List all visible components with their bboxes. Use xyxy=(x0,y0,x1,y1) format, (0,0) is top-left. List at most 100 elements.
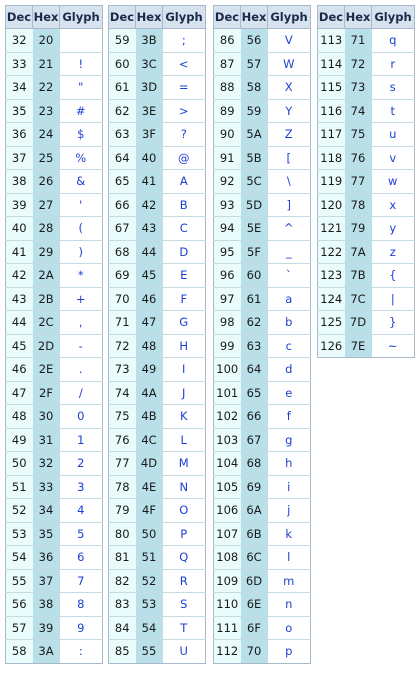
hex-cell: 78 xyxy=(344,192,372,217)
glyph-cell: z xyxy=(371,239,415,264)
table-row: 65 41 A xyxy=(108,169,206,194)
table-row: 44 2C, xyxy=(5,310,103,335)
table-row: 49 31 1 xyxy=(5,427,103,452)
glyph-cell: ! xyxy=(59,51,103,76)
hex-cell: 44 xyxy=(135,239,163,264)
dec-cell: 107 xyxy=(213,521,241,546)
hex-cell: 57 xyxy=(240,51,268,76)
table-row: 47 2F / xyxy=(5,380,103,405)
table-row: 103 67 g xyxy=(213,427,311,452)
table-row: 89 59 Y xyxy=(213,98,311,123)
dec-cell: 49 xyxy=(5,427,33,452)
hex-cell: 66 xyxy=(240,404,268,429)
table-row: 96 60 ` xyxy=(213,263,311,288)
table-row: 82 52 R xyxy=(108,568,206,593)
table-row: 33 21! xyxy=(5,51,103,76)
glyph-cell: e xyxy=(267,380,311,405)
hex-cell: 48 xyxy=(135,333,163,358)
hex-cell: 24 xyxy=(32,122,60,147)
glyph-cell: , xyxy=(59,310,103,335)
header-hex: Hex xyxy=(32,5,60,29)
table-row: 111 6F o xyxy=(213,615,311,640)
header-hex: Hex xyxy=(135,5,163,29)
hex-cell: 7A xyxy=(344,239,372,264)
table-row: 66 42 B xyxy=(108,192,206,217)
glyph-cell: m xyxy=(267,568,311,593)
glyph-cell: > xyxy=(162,98,206,123)
glyph-cell: U xyxy=(162,639,206,664)
hex-cell: 42 xyxy=(135,192,163,217)
glyph-cell: Z xyxy=(267,122,311,147)
dec-cell: 41 xyxy=(5,239,33,264)
dec-cell: 106 xyxy=(213,498,241,523)
table-row: 54 36 6 xyxy=(5,545,103,570)
hex-cell: 60 xyxy=(240,263,268,288)
dec-cell: 58 xyxy=(5,639,33,664)
hex-cell: 28 xyxy=(32,216,60,241)
hex-cell: 49 xyxy=(135,357,163,382)
table-row: 116 74 t xyxy=(317,98,415,123)
hex-cell: 7B xyxy=(344,263,372,288)
glyph-cell: ( xyxy=(59,216,103,241)
table-row: 121 79 y xyxy=(317,216,415,241)
table-row: 67 43 C xyxy=(108,216,206,241)
hex-cell: 3E xyxy=(135,98,163,123)
table-row: 122 7A z xyxy=(317,239,415,264)
table-row: 72 48 H xyxy=(108,333,206,358)
hex-cell: 30 xyxy=(32,404,60,429)
hex-cell: 46 xyxy=(135,286,163,311)
table-row: 32 20 xyxy=(5,28,103,53)
dec-cell: 76 xyxy=(108,427,136,452)
hex-cell: 36 xyxy=(32,545,60,570)
table-row: 109 6D m xyxy=(213,568,311,593)
dec-cell: 50 xyxy=(5,451,33,476)
hex-cell: 54 xyxy=(135,615,163,640)
dec-cell: 77 xyxy=(108,451,136,476)
glyph-cell: X xyxy=(267,75,311,100)
hex-cell: 62 xyxy=(240,310,268,335)
glyph-cell: 0 xyxy=(59,404,103,429)
dec-cell: 48 xyxy=(5,404,33,429)
hex-cell: 5E xyxy=(240,216,268,241)
hex-cell: 75 xyxy=(344,122,372,147)
table-row: 87 57 W xyxy=(213,51,311,76)
dec-cell: 118 xyxy=(317,145,345,170)
table-row: 91 5B[ xyxy=(213,145,311,170)
table-row: 71 47 G xyxy=(108,310,206,335)
hex-cell: 27 xyxy=(32,192,60,217)
glyph-cell: # xyxy=(59,98,103,123)
glyph-cell: _ xyxy=(267,239,311,264)
table-row: 102 66 f xyxy=(213,404,311,429)
hex-cell: 3F xyxy=(135,122,163,147)
glyph-cell: n xyxy=(267,592,311,617)
table-row: 48 30 0 xyxy=(5,404,103,429)
dec-cell: 101 xyxy=(213,380,241,405)
header-glyph: Glyph xyxy=(162,5,206,29)
glyph-cell: < xyxy=(162,51,206,76)
glyph-cell: k xyxy=(267,521,311,546)
dec-cell: 92 xyxy=(213,169,241,194)
glyph-cell: ; xyxy=(162,28,206,53)
header-hex: Hex xyxy=(344,5,372,29)
table-row: 112 70 p xyxy=(213,639,311,664)
dec-cell: 72 xyxy=(108,333,136,358)
glyph-cell: 6 xyxy=(59,545,103,570)
hex-cell: 6E xyxy=(240,592,268,617)
glyph-cell: $ xyxy=(59,122,103,147)
table-row: 78 4E N xyxy=(108,474,206,499)
dec-cell: 43 xyxy=(5,286,33,311)
hex-cell: 79 xyxy=(344,216,372,241)
hex-cell: 4D xyxy=(135,451,163,476)
glyph-cell: W xyxy=(267,51,311,76)
glyph-cell: y xyxy=(371,216,415,241)
hex-cell: 4F xyxy=(135,498,163,523)
glyph-cell: ' xyxy=(59,192,103,217)
dec-cell: 46 xyxy=(5,357,33,382)
glyph-cell: L xyxy=(162,427,206,452)
table-row: 107 6B k xyxy=(213,521,311,546)
glyph-cell: t xyxy=(371,98,415,123)
table-row: 85 55 U xyxy=(108,639,206,664)
glyph-cell: % xyxy=(59,145,103,170)
dec-cell: 97 xyxy=(213,286,241,311)
dec-cell: 79 xyxy=(108,498,136,523)
